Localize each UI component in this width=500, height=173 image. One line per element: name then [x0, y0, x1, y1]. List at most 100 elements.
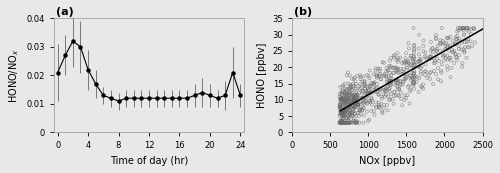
- Point: [415, 33, 423, 36]
- Point: [465, 30, 473, 33]
- Point: [375, 104, 383, 107]
- Point: [358, 109, 366, 112]
- Point: [436, 41, 444, 44]
- Point: [352, 88, 360, 90]
- Point: [398, 104, 406, 107]
- X-axis label: NOx [ppbv]: NOx [ppbv]: [360, 156, 416, 166]
- Point: [360, 102, 368, 105]
- Point: [350, 105, 358, 108]
- Point: [372, 90, 380, 93]
- Point: [364, 101, 372, 104]
- Point: [350, 76, 358, 79]
- Point: [471, 41, 479, 44]
- Point: [427, 40, 435, 43]
- Point: [336, 103, 344, 106]
- Point: [413, 76, 421, 79]
- Point: [392, 82, 400, 85]
- Point: [344, 115, 352, 117]
- Point: [338, 97, 346, 100]
- Point: [336, 106, 344, 108]
- Point: [432, 73, 440, 76]
- Point: [370, 83, 378, 85]
- Point: [420, 39, 428, 42]
- Point: [394, 85, 402, 88]
- Point: [346, 93, 354, 96]
- Point: [347, 85, 355, 88]
- Point: [464, 40, 471, 43]
- Point: [349, 108, 357, 111]
- Point: [350, 101, 358, 104]
- Point: [349, 104, 357, 107]
- Point: [336, 104, 344, 107]
- Point: [345, 103, 353, 106]
- Point: [410, 61, 418, 63]
- Point: [338, 94, 346, 97]
- Point: [338, 111, 346, 114]
- Point: [420, 44, 428, 47]
- Point: [352, 106, 360, 108]
- Point: [410, 72, 418, 75]
- Point: [346, 113, 354, 116]
- Point: [435, 60, 443, 62]
- Point: [467, 28, 475, 31]
- Point: [348, 96, 356, 99]
- Point: [346, 103, 354, 106]
- Point: [459, 27, 467, 29]
- Point: [340, 121, 347, 124]
- Point: [343, 89, 351, 91]
- Point: [336, 110, 344, 113]
- Point: [358, 108, 366, 111]
- Point: [346, 106, 354, 109]
- Point: [348, 99, 356, 102]
- Point: [339, 114, 347, 117]
- Point: [347, 102, 355, 105]
- Point: [342, 121, 350, 124]
- Point: [340, 84, 347, 87]
- Point: [355, 109, 363, 112]
- Point: [444, 36, 452, 39]
- Point: [349, 104, 357, 107]
- Point: [348, 97, 356, 99]
- Point: [448, 50, 456, 53]
- Point: [374, 89, 382, 92]
- Point: [451, 42, 459, 45]
- Point: [336, 93, 344, 95]
- Point: [348, 112, 356, 114]
- Point: [408, 66, 416, 69]
- Point: [383, 103, 391, 106]
- Point: [434, 78, 442, 81]
- Point: [406, 57, 414, 60]
- Point: [346, 121, 354, 124]
- Point: [352, 95, 360, 98]
- Point: [410, 76, 418, 79]
- Point: [338, 118, 346, 121]
- Point: [400, 60, 408, 63]
- Point: [364, 89, 372, 92]
- Point: [360, 80, 368, 83]
- Point: [444, 54, 452, 57]
- Point: [415, 53, 423, 56]
- Point: [340, 110, 348, 112]
- Point: [392, 81, 400, 84]
- Point: [441, 54, 449, 56]
- Point: [336, 98, 344, 101]
- Point: [346, 106, 354, 108]
- Point: [346, 98, 354, 101]
- Point: [419, 87, 427, 90]
- Point: [346, 113, 354, 116]
- Point: [360, 101, 368, 104]
- Point: [446, 76, 454, 79]
- Point: [350, 99, 358, 102]
- Point: [353, 121, 361, 123]
- Point: [352, 98, 360, 101]
- Point: [437, 80, 445, 83]
- Point: [432, 49, 440, 51]
- Point: [344, 121, 352, 124]
- Point: [359, 75, 367, 78]
- Point: [394, 71, 402, 74]
- Point: [343, 113, 351, 116]
- Point: [339, 121, 347, 124]
- Point: [340, 110, 347, 112]
- Point: [456, 27, 464, 29]
- Point: [343, 117, 351, 119]
